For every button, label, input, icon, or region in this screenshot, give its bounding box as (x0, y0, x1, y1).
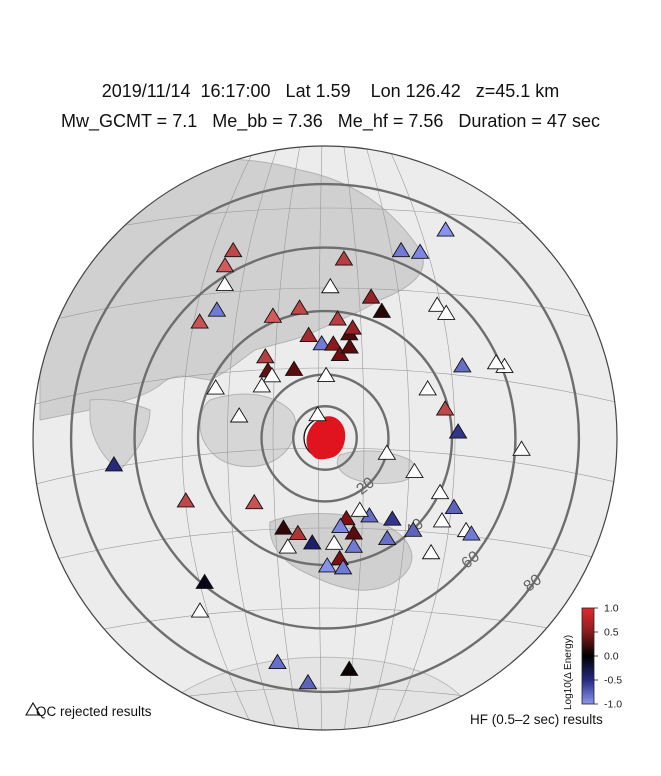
colorbar-tick-label: 0.5 (604, 627, 619, 639)
station-marker[interactable] (453, 357, 472, 373)
station-marker[interactable] (436, 221, 455, 237)
station-marker[interactable] (223, 241, 243, 258)
station-marker[interactable] (339, 660, 359, 676)
station-marker[interactable] (377, 529, 397, 546)
qc-triangle-icon (25, 701, 41, 716)
station-marker[interactable] (274, 519, 293, 535)
station-marker[interactable] (328, 310, 347, 326)
station-marker[interactable] (290, 299, 309, 315)
station-marker[interactable] (229, 407, 249, 423)
station-marker[interactable] (278, 538, 298, 554)
station-marker[interactable] (268, 653, 287, 669)
station-marker[interactable] (321, 277, 340, 294)
colorbar-scale (581, 607, 595, 705)
colorbar-tick-label: 1.0 (604, 603, 619, 615)
meridian-line (181, 146, 260, 730)
station-marker[interactable] (262, 366, 282, 383)
colorbar-tick-label: -1.0 (604, 699, 622, 711)
station-marker[interactable] (331, 517, 350, 533)
station-marker[interactable] (215, 256, 235, 273)
station-marker[interactable] (361, 288, 381, 304)
stations (104, 221, 531, 690)
station-marker[interactable] (432, 512, 452, 528)
distance-ring-10 (292, 405, 358, 471)
beachball[interactable] (303, 416, 346, 460)
station-marker[interactable] (340, 338, 359, 354)
station-marker[interactable] (330, 345, 350, 362)
station-marker[interactable] (344, 537, 364, 553)
event-info-line1: 2019/11/14 16:17:00 Lat 1.59 Lon 126.42 … (101, 81, 560, 101)
station-marker[interactable] (206, 379, 225, 395)
station-marker[interactable] (190, 602, 210, 618)
station-marker[interactable] (256, 347, 275, 364)
qc-legend (25, 701, 41, 716)
station-marker[interactable] (104, 456, 124, 472)
station-marker[interactable] (323, 335, 343, 351)
colorbar-ticks: 1.0 0.5 0.0 -0.5 -1.0 (594, 603, 622, 711)
station-marker[interactable] (263, 307, 283, 323)
station-marker[interactable] (350, 501, 370, 517)
station-marker[interactable] (252, 377, 272, 393)
station-marker[interactable] (436, 304, 456, 320)
meridian-line (227, 146, 281, 730)
station-marker[interactable] (512, 440, 531, 456)
station-marker[interactable] (190, 313, 209, 329)
station-marker[interactable] (418, 380, 437, 396)
station-marker[interactable] (312, 334, 331, 351)
colorbar-tick-label: -0.5 (604, 675, 622, 687)
meridian-line (342, 146, 365, 730)
station-marker[interactable] (288, 524, 308, 541)
station-marker[interactable] (435, 400, 455, 416)
station-marker[interactable] (207, 301, 227, 317)
station-marker[interactable] (215, 275, 235, 292)
station-marker[interactable] (195, 573, 214, 589)
meridian-line (363, 146, 410, 730)
station-marker[interactable] (333, 558, 353, 575)
station-marker[interactable] (308, 405, 327, 422)
hf-results-label: HF (0.5–2 sec) results (470, 712, 603, 727)
station-marker[interactable] (324, 534, 344, 550)
station-marker[interactable] (343, 319, 362, 335)
station-marker[interactable] (448, 423, 468, 439)
parallel-line (33, 367, 617, 409)
station-marker[interactable] (298, 673, 318, 690)
station-marker[interactable] (383, 510, 402, 526)
colorbar-title: Log10(Δ Energy) (563, 634, 574, 710)
station-marker[interactable] (391, 241, 411, 258)
globe-outline (32, 145, 618, 731)
distance-ring-80 (69, 182, 581, 694)
station-marker[interactable] (299, 326, 318, 343)
station-marker[interactable] (462, 525, 481, 541)
event-info-line2: Mw_GCMT = 7.1 Me_bb = 7.36 Me_hf = 7.56 … (61, 111, 600, 131)
station-marker[interactable] (444, 498, 464, 514)
colorbar: 1.0 0.5 0.0 -0.5 -1.0 (581, 603, 622, 711)
qc-rejected-label: QC rejected results (36, 704, 152, 719)
beachball-compressional-quadrant (306, 416, 346, 460)
station-marker[interactable] (284, 360, 304, 376)
station-marker[interactable] (427, 296, 447, 312)
station-marker[interactable] (377, 444, 397, 460)
station-marker[interactable] (334, 250, 354, 266)
colorbar-tick-label: 0.0 (604, 651, 619, 663)
station-marker[interactable] (421, 543, 441, 560)
station-marker[interactable] (372, 302, 392, 318)
station-marker[interactable] (302, 534, 322, 550)
station-marker[interactable] (430, 483, 450, 500)
station-marker[interactable] (244, 493, 264, 510)
meridian-line (272, 146, 302, 730)
parallel-line (33, 527, 617, 569)
station-marker[interactable] (403, 521, 423, 537)
station-marker[interactable] (405, 462, 424, 479)
station-marker[interactable] (486, 353, 506, 370)
distance-ring-60 (133, 246, 517, 630)
meridian-line (384, 146, 456, 730)
station-marker[interactable] (410, 243, 430, 259)
station-marker[interactable] (316, 366, 336, 382)
station-marker[interactable] (317, 557, 337, 573)
station-marker[interactable] (176, 492, 196, 508)
